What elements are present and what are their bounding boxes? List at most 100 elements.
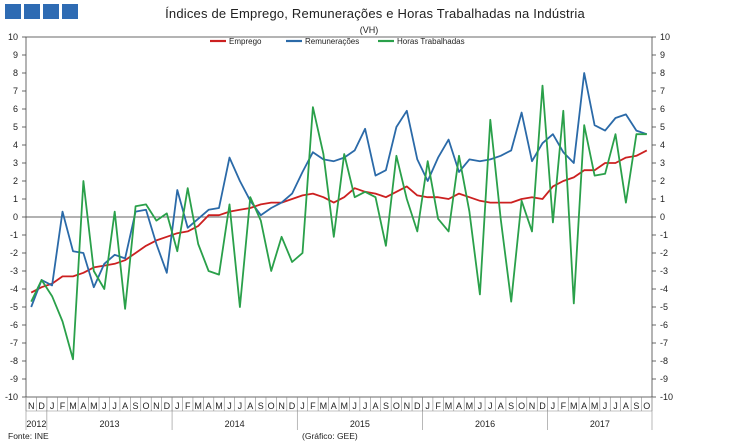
- y-tick-label-right: -3: [660, 266, 668, 276]
- month-label: A: [80, 401, 86, 411]
- y-tick-label-right: -2: [660, 248, 668, 258]
- y-tick-label-left: -3: [10, 266, 18, 276]
- month-label: J: [300, 401, 305, 411]
- y-tick-label-right: -9: [660, 374, 668, 384]
- month-label: A: [331, 401, 337, 411]
- month-label: D: [289, 401, 296, 411]
- month-label: D: [414, 401, 421, 411]
- y-tick-label-left: 3: [13, 158, 18, 168]
- year-label: 2012: [26, 419, 46, 429]
- logo-block: [5, 4, 21, 19]
- month-label: J: [603, 401, 608, 411]
- series-line-emprego: [30, 149, 648, 294]
- chart-title: Índices de Emprego, Remunerações e Horas…: [165, 6, 585, 21]
- y-tick-label-left: -6: [10, 320, 18, 330]
- legend-label: Emprego: [229, 37, 262, 46]
- y-tick-label-left: 6: [13, 104, 18, 114]
- y-tick-label-left: -5: [10, 302, 18, 312]
- month-label: S: [383, 401, 389, 411]
- month-label: N: [28, 401, 35, 411]
- month-label: A: [206, 401, 212, 411]
- month-label: J: [112, 401, 117, 411]
- y-tick-label-left: 1: [13, 194, 18, 204]
- month-label: S: [258, 401, 264, 411]
- y-tick-label-left: 8: [13, 68, 18, 78]
- month-label: S: [133, 401, 139, 411]
- logo-block: [62, 4, 78, 19]
- month-label: M: [340, 401, 348, 411]
- month-label: F: [435, 401, 441, 411]
- month-label: F: [185, 401, 191, 411]
- year-label: 2014: [225, 419, 245, 429]
- legend-label: Remunerações: [305, 37, 359, 46]
- month-label: A: [498, 401, 504, 411]
- month-label: A: [456, 401, 462, 411]
- year-label: 2016: [475, 419, 495, 429]
- logo-block: [43, 4, 59, 19]
- y-tick-label-right: 9: [660, 50, 665, 60]
- month-label: J: [102, 401, 107, 411]
- month-label: J: [551, 401, 556, 411]
- month-label: J: [50, 401, 55, 411]
- month-label: M: [466, 401, 474, 411]
- month-label: D: [38, 401, 45, 411]
- month-label: J: [488, 401, 493, 411]
- month-label: S: [633, 401, 639, 411]
- month-label: O: [268, 401, 275, 411]
- y-tick-label-right: -1: [660, 230, 668, 240]
- month-label: M: [69, 401, 77, 411]
- month-label: O: [142, 401, 149, 411]
- y-tick-label-right: 1: [660, 194, 665, 204]
- y-tick-label-right: -8: [660, 356, 668, 366]
- y-tick-label-left: -8: [10, 356, 18, 366]
- y-tick-label-left: -4: [10, 284, 18, 294]
- month-label: J: [227, 401, 232, 411]
- y-tick-label-left: -2: [10, 248, 18, 258]
- month-label: D: [539, 401, 546, 411]
- month-label: N: [278, 401, 285, 411]
- month-label: N: [153, 401, 160, 411]
- source-note: Fonte: INE: [8, 431, 49, 441]
- y-tick-label-right: 0: [660, 212, 665, 222]
- month-label: S: [508, 401, 514, 411]
- month-label: M: [215, 401, 223, 411]
- y-tick-label-right: 7: [660, 86, 665, 96]
- month-label: M: [194, 401, 202, 411]
- y-tick-label-right: -5: [660, 302, 668, 312]
- month-label: J: [238, 401, 243, 411]
- month-label: J: [613, 401, 618, 411]
- y-tick-label-right: 6: [660, 104, 665, 114]
- y-tick-label-right: 10: [660, 32, 670, 42]
- logo-block: [24, 4, 40, 19]
- month-label: F: [561, 401, 567, 411]
- month-label: M: [591, 401, 599, 411]
- unit-label: (VH): [360, 25, 379, 35]
- month-label: O: [393, 401, 400, 411]
- y-tick-label-left: -10: [5, 392, 18, 402]
- month-label: O: [518, 401, 525, 411]
- month-label: A: [581, 401, 587, 411]
- y-tick-label-right: -10: [660, 392, 673, 402]
- y-tick-label-right: -4: [660, 284, 668, 294]
- y-tick-label-left: -7: [10, 338, 18, 348]
- month-label: A: [623, 401, 629, 411]
- y-tick-label-right: 3: [660, 158, 665, 168]
- y-tick-label-right: 5: [660, 122, 665, 132]
- y-tick-label-right: 8: [660, 68, 665, 78]
- month-label: D: [164, 401, 171, 411]
- month-label: J: [175, 401, 180, 411]
- year-label: 2017: [590, 419, 610, 429]
- month-label: A: [122, 401, 128, 411]
- year-label: 2015: [350, 419, 370, 429]
- y-tick-label-left: -9: [10, 374, 18, 384]
- y-tick-label-left: -1: [10, 230, 18, 240]
- y-tick-label-right: -7: [660, 338, 668, 348]
- credit-note: (Gráfico: GEE): [302, 431, 358, 441]
- month-label: J: [425, 401, 430, 411]
- y-tick-label-right: 2: [660, 176, 665, 186]
- y-tick-label-left: 7: [13, 86, 18, 96]
- logo: [5, 4, 78, 19]
- month-label: M: [320, 401, 328, 411]
- month-label: M: [445, 401, 453, 411]
- y-tick-label-right: -6: [660, 320, 668, 330]
